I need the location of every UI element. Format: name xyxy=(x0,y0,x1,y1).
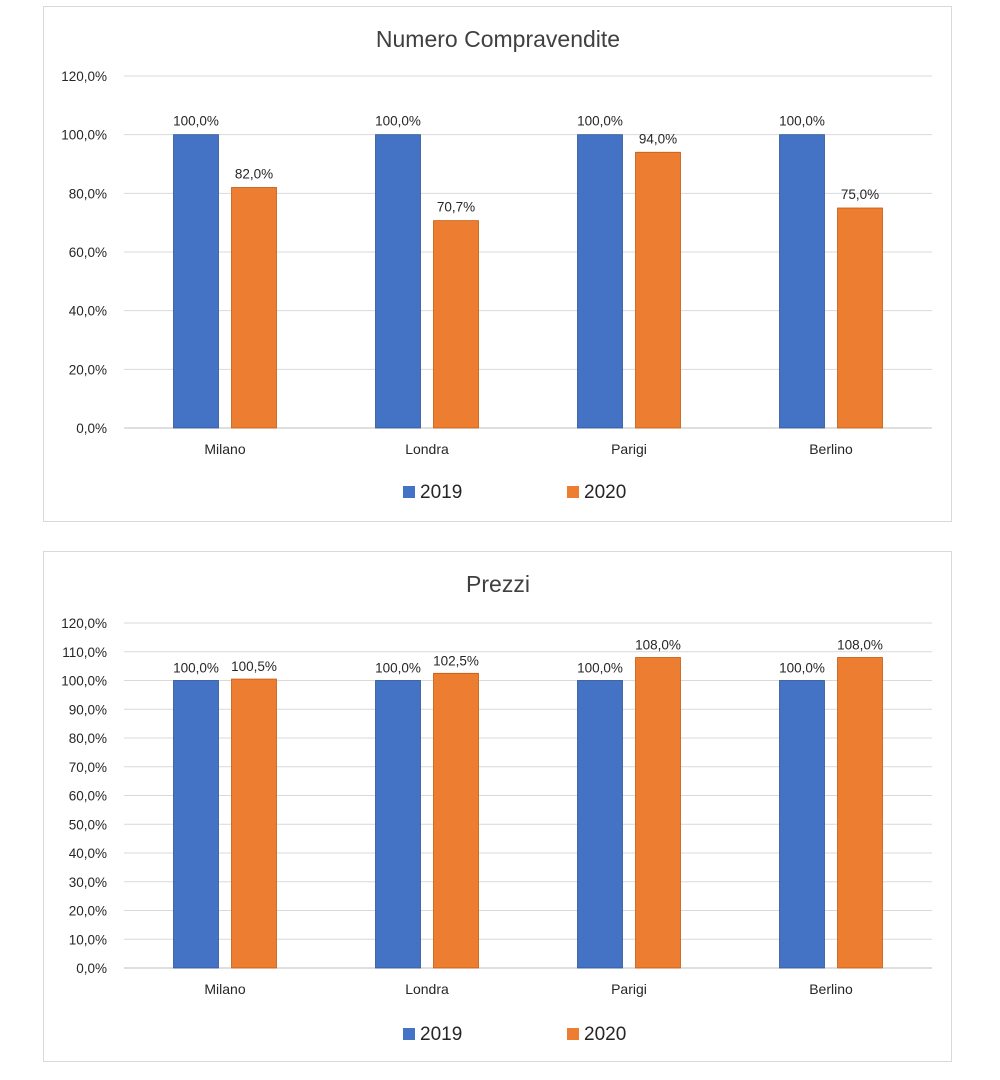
y-tick-label: 40,0% xyxy=(69,846,107,861)
y-tick-label: 0,0% xyxy=(76,421,107,436)
bar-2019-milano xyxy=(173,680,219,969)
y-tick-label: 10,0% xyxy=(69,932,107,947)
bar-2019-milano xyxy=(173,134,219,429)
x-tick-label: Milano xyxy=(204,981,245,997)
data-label: 102,5% xyxy=(433,653,479,668)
legend-swatch-2019 xyxy=(403,486,415,498)
y-tick-label: 0,0% xyxy=(76,961,107,976)
y-tick-label: 90,0% xyxy=(69,702,107,717)
data-label: 100,0% xyxy=(375,114,421,129)
legend-swatch-2020 xyxy=(567,1028,579,1040)
y-tick-label: 120,0% xyxy=(61,616,107,631)
x-tick-label: Londra xyxy=(405,441,449,457)
bar-2019-berlino xyxy=(779,134,825,429)
y-tick-label: 110,0% xyxy=(62,645,107,660)
chart-title: Prezzi xyxy=(466,571,530,597)
y-tick-label: 60,0% xyxy=(69,245,107,260)
data-label: 82,0% xyxy=(235,166,273,181)
bar-2019-parigi xyxy=(577,680,623,969)
y-tick-label: 100,0% xyxy=(61,674,107,689)
data-label: 100,0% xyxy=(779,661,825,676)
bar-2020-milano xyxy=(231,187,277,429)
data-label: 100,0% xyxy=(577,114,623,129)
data-label: 100,0% xyxy=(577,661,623,676)
chart-svg: Numero Compravendite 0,0% 20,0% 40,0% 60,0% 8… xyxy=(61,26,932,503)
legend-label-2020: 2020 xyxy=(584,482,626,503)
x-tick-label: Berlino xyxy=(809,981,853,997)
legend-swatch-2020 xyxy=(567,486,579,498)
bar-2019-londra xyxy=(375,680,421,969)
data-label: 75,0% xyxy=(841,187,879,202)
bar-2019-parigi xyxy=(577,134,623,429)
bar-2020-parigi xyxy=(635,657,681,969)
y-tick-label: 80,0% xyxy=(69,186,107,201)
legend-label-2019: 2019 xyxy=(420,1024,462,1045)
data-label: 100,0% xyxy=(779,114,825,129)
data-label: 100,5% xyxy=(231,659,277,674)
bar-2020-berlino xyxy=(837,657,883,969)
data-label: 70,7% xyxy=(437,200,475,215)
data-label: 100,0% xyxy=(375,661,421,676)
x-tick-label: Londra xyxy=(405,981,449,997)
chart-prezzi: Prezzi 0,0% 10,0% 20,0% 30,0% 40,0% 50,0% 60,0%… xyxy=(43,551,952,1062)
legend-label-2020: 2020 xyxy=(584,1024,626,1045)
data-label: 108,0% xyxy=(635,638,681,653)
y-tick-label: 40,0% xyxy=(69,304,107,319)
data-label: 94,0% xyxy=(639,131,677,146)
x-tick-label: Parigi xyxy=(611,441,647,457)
y-tick-label: 30,0% xyxy=(69,875,107,890)
x-tick-label: Milano xyxy=(204,441,245,457)
y-tick-label: 60,0% xyxy=(69,789,107,804)
chart-numero-compravendite: Numero Compravendite 0,0% 20,0% 40,0% 60,0% 8… xyxy=(43,6,952,522)
y-tick-label: 70,0% xyxy=(69,760,107,775)
y-tick-label: 120,0% xyxy=(61,69,107,84)
data-label: 100,0% xyxy=(173,114,219,129)
legend-swatch-2019 xyxy=(403,1028,415,1040)
data-label: 108,0% xyxy=(837,638,883,653)
y-tick-label: 80,0% xyxy=(69,731,107,746)
chart-svg: Prezzi 0,0% 10,0% 20,0% 30,0% 40,0% 50,0% 60,0%… xyxy=(61,571,932,1045)
bar-2020-londra xyxy=(433,672,479,969)
legend-label-2019: 2019 xyxy=(420,482,462,503)
bar-2019-berlino xyxy=(779,680,825,969)
data-label: 100,0% xyxy=(173,661,219,676)
bar-2019-londra xyxy=(375,134,421,429)
x-tick-label: Parigi xyxy=(611,981,647,997)
y-tick-label: 50,0% xyxy=(69,817,107,832)
y-tick-label: 100,0% xyxy=(61,128,107,143)
x-tick-label: Berlino xyxy=(809,441,853,457)
y-tick-label: 20,0% xyxy=(69,904,107,919)
bar-2020-milano xyxy=(231,678,277,969)
y-tick-label: 20,0% xyxy=(69,362,107,377)
chart-title: Numero Compravendite xyxy=(376,26,620,52)
bar-2020-londra xyxy=(433,220,479,429)
bar-2020-berlino xyxy=(837,207,883,429)
bar-2020-parigi xyxy=(635,151,681,429)
